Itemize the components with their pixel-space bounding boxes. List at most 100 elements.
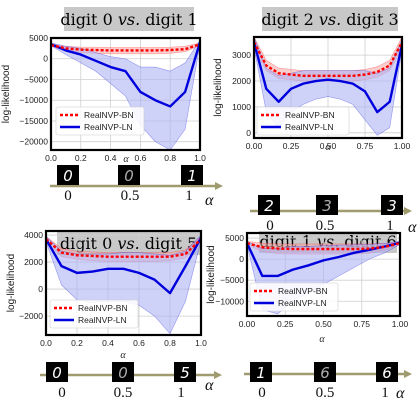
y-tick-label: −5000 [220,275,244,285]
digit-strip: 0 0 0 0.5 1 1 α [50,165,223,209]
chart-title: digit 0 vs. digit 5 [60,234,197,253]
x-tick-label: 0.50 [315,319,332,329]
x-tick-label: 0.8 [164,338,176,348]
band-ln [51,39,200,150]
digit-glyph: 5 [180,364,190,382]
x-tick-label: 1.00 [392,319,409,329]
digit-image-3 [381,195,403,215]
strip-label: 0.5 [316,385,335,401]
strip-label: 0.5 [114,385,133,401]
x-tick-label: 0.4 [105,153,117,163]
x-tick-label: 0.6 [134,153,146,163]
series-line-ln [51,41,200,108]
digit-glyph: 0 [124,167,134,185]
y-tick-label: 1000 [232,102,251,112]
x-tick-label: 0.00 [246,141,263,151]
x-axis-label: α [319,334,325,345]
x-tick-label: 0.0 [45,153,57,163]
x-tick-label: 1.0 [195,338,207,348]
y-tick-label: 4000 [24,230,43,240]
chart-title: digit 0 vs. digit 1 [60,10,197,29]
x-tick-label: 0.2 [75,153,87,163]
y-tick-label: 5000 [29,33,48,43]
digit-glyph: 3 [387,197,397,215]
strip-label: 1 [185,188,193,204]
y-tick-label: −20000 [19,137,48,147]
digit-image-1 [250,362,272,382]
series-line-bn [46,238,201,258]
x-tick-label: 1.00 [394,141,411,151]
y-tick-label: −10000 [19,95,48,105]
strip-label: 1 [381,385,389,401]
digit-glyph: 3 [322,197,332,215]
x-tick-label: 0.0 [40,338,52,348]
strip-label: 0 [58,385,66,401]
legend-label-ln: RealNVP-LN [84,122,133,132]
strip-alpha-label: α [205,192,214,209]
y-axis-label: log-likelihood [6,254,17,312]
digit-image-1 [258,195,280,215]
digit-glyph: 6 [320,364,330,382]
x-axis-label: α [120,350,126,361]
series-line-bn [51,43,200,52]
legend-label-bn: RealNVP-BN [78,303,128,313]
x-tick-label: 0.00 [239,319,256,329]
digit-image-3 [174,362,196,382]
y-axis-label: log-likelihood [1,65,12,123]
plot-frame [44,229,203,337]
digit-image-2 [118,165,140,185]
plot-frame [245,231,402,318]
strip-alpha-label: α [408,219,417,236]
chart-panel-3: digit 0 vs. digit 5 0.0 0.2 0.4 0.6 0.8 1.0 400… [6,229,222,401]
series-line-ln [254,41,402,114]
x-tick-label: 0.25 [283,141,300,151]
series-line-bn [254,41,402,78]
y-tick-label: 2000 [24,257,43,267]
x-tick-label: 0.75 [353,319,370,329]
y-tick-label: −2000 [19,311,43,321]
series-line-ln [46,237,201,295]
y-tick-label: 3000 [232,50,251,60]
x-tick-label: 1.0 [194,153,206,163]
series-line-ln [247,241,400,278]
x-tick-label: 0.6 [133,338,145,348]
digit-glyph: 1 [187,167,197,185]
chart-title-box [262,7,398,31]
strip-label: 0.5 [121,188,140,204]
alpha-arrow-head [214,371,222,379]
digit-strip: 2 0 3 0.5 3 1 α [250,195,417,236]
digit-image-2 [316,195,338,215]
strip-label: 1 [177,385,185,401]
alpha-arrow-head [215,182,223,190]
y-tick-label: 0 [246,128,251,138]
y-tick-label: 0 [38,284,43,294]
digit-strip: 0 0 0 0.5 5 1 α [40,362,222,401]
digit-image-3 [376,362,398,382]
strip-label: 0 [64,188,72,204]
legend-label-bn: RealNVP-BN [285,110,335,120]
x-tick-label: 0.75 [357,141,374,151]
chart-panel-2: digit 2 vs. digit 30.00 0.25 0.50 0.75 1.000… [213,7,417,236]
digit-image-1 [46,362,68,382]
chart-panel-4: digit 1 vs. digit 60.00 0.25 0.50 0.75 1.005… [206,231,412,402]
digit-image-1 [57,165,79,185]
y-tick-label: −5000 [24,74,48,84]
x-axis-label: α [325,142,331,153]
digit-glyph: 2 [264,197,274,215]
series-line-bn [247,241,400,251]
digit-image-3 [181,165,203,185]
plot-frame [252,35,404,140]
y-axis-label: log-likelihood [213,58,224,116]
x-tick-label: 0.25 [277,319,294,329]
legend-label-bn: RealNVP-BN [84,110,134,120]
digit-glyph: 1 [256,364,266,382]
strip-label: 1 [386,218,394,234]
y-tick-label: −15000 [19,116,48,126]
legend-label-ln: RealNVP-LN [78,315,127,325]
x-axis-label: α [123,154,129,165]
strip-label: 0 [266,218,274,234]
y-axis-label: log-likelihood [206,245,217,303]
y-tick-label: 0 [239,254,244,264]
